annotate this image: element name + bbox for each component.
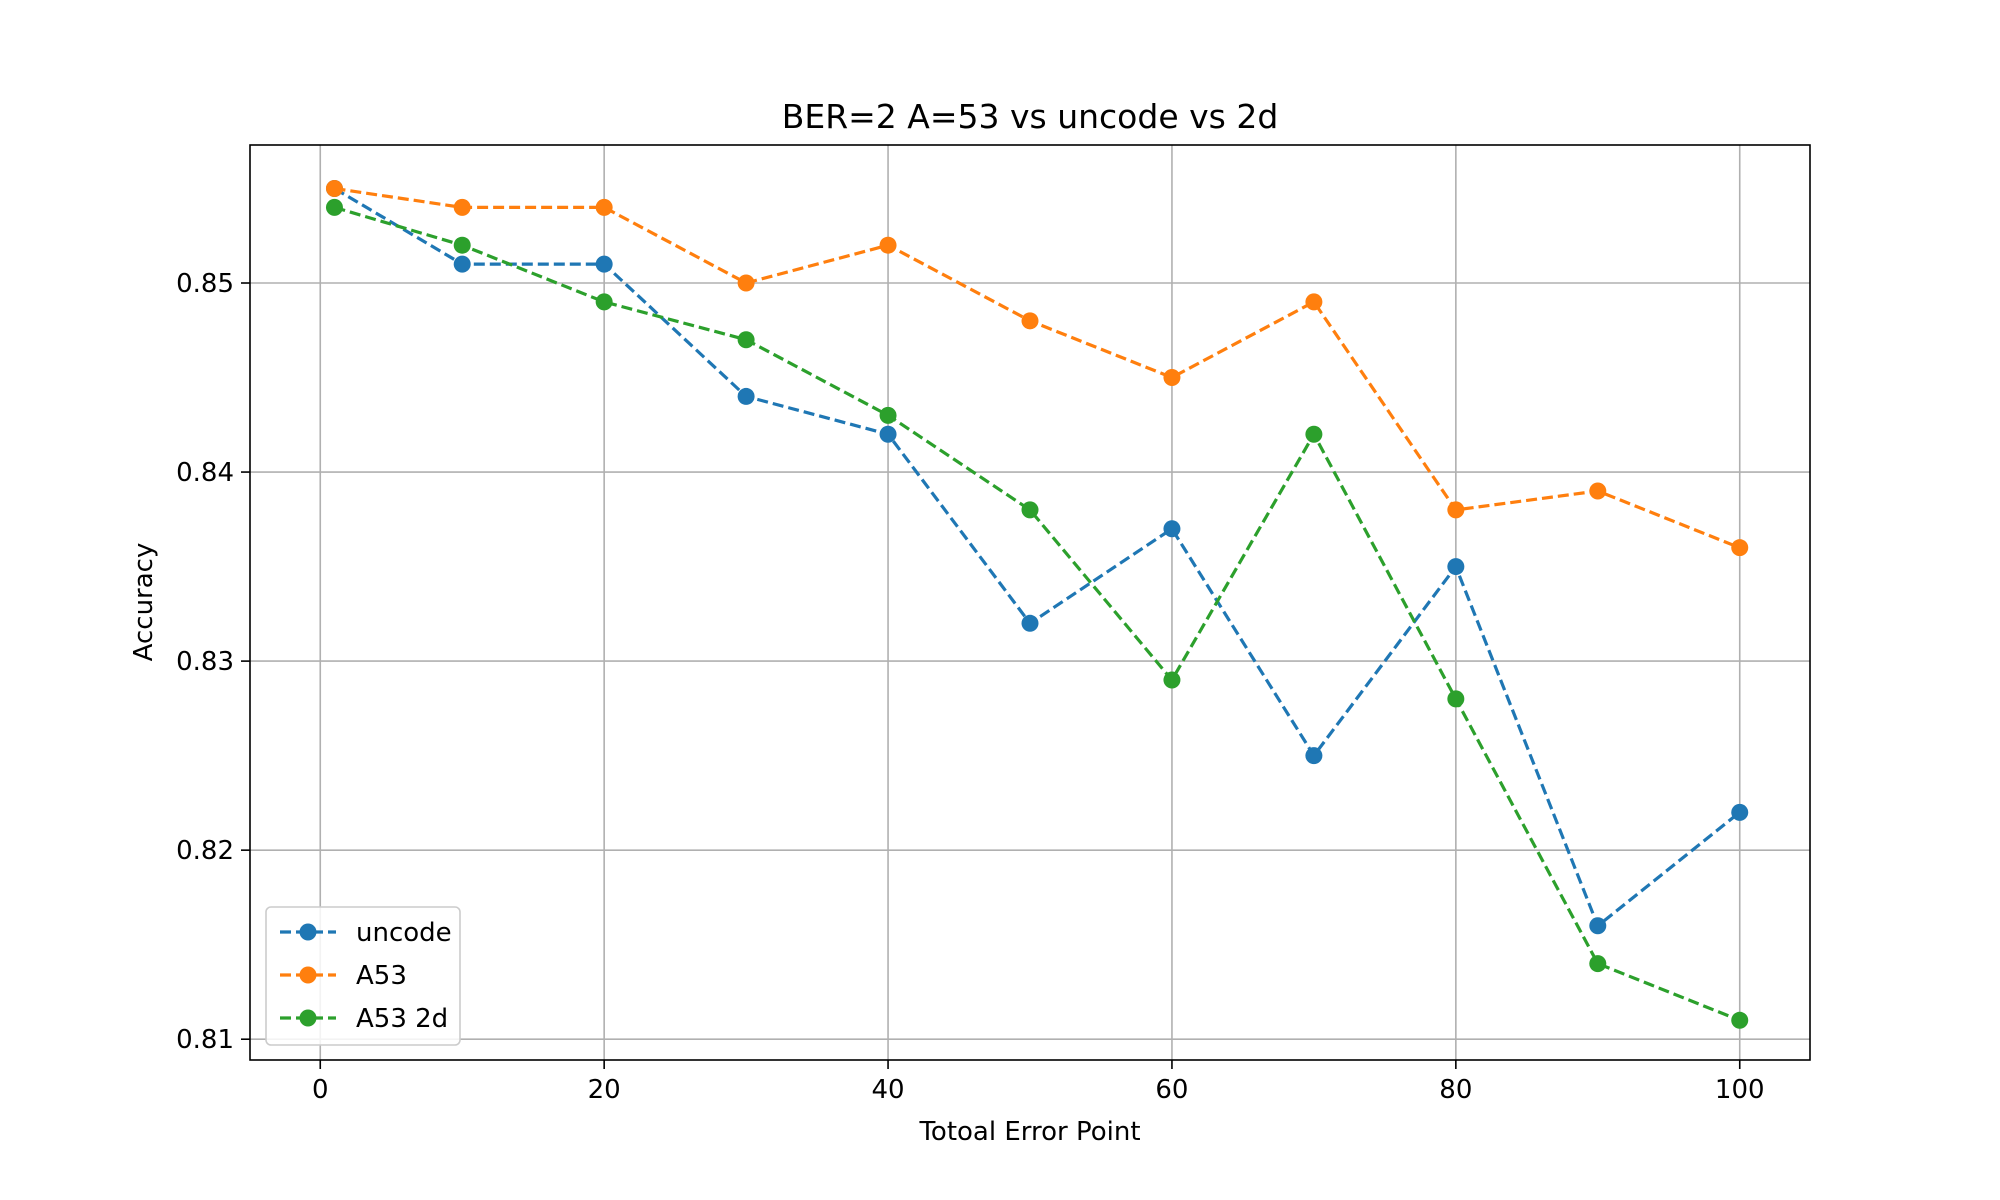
y-axis-label: Accuracy — [129, 543, 159, 662]
x-tick-label: 100 — [1715, 1075, 1765, 1105]
data-point — [879, 236, 897, 254]
legend-label: uncode — [356, 918, 452, 948]
data-point — [737, 274, 755, 292]
data-point — [325, 198, 343, 216]
data-point — [1021, 614, 1039, 632]
data-point — [879, 406, 897, 424]
legend-label: A53 — [356, 961, 407, 991]
plot-frame — [249, 144, 1811, 1061]
data-point — [453, 255, 471, 273]
y-tick-label: 0.84 — [176, 458, 234, 488]
legend-box — [265, 906, 461, 1046]
data-point — [595, 255, 613, 273]
data-point — [1589, 955, 1607, 973]
x-tick-label: 40 — [872, 1075, 905, 1105]
legend-item: A53 — [280, 961, 407, 991]
data-point — [595, 293, 613, 311]
x-tick-label: 80 — [1439, 1075, 1472, 1105]
data-point — [1305, 747, 1323, 765]
x-tick-label: 60 — [1155, 1075, 1188, 1105]
legend-marker — [299, 966, 317, 984]
data-point — [1447, 558, 1465, 576]
chart-title: BER=2 A=53 vs uncode vs 2d — [782, 97, 1279, 136]
data-point — [1589, 917, 1607, 935]
data-point — [453, 198, 471, 216]
axes: 0 20 40 60 80 100 0.81 0.82 0.83 0.84 0.85 — [176, 269, 1764, 1105]
data-point — [453, 236, 471, 254]
y-tick-label: 0.82 — [176, 836, 234, 866]
y-tick-label: 0.81 — [176, 1025, 234, 1055]
x-tick-label: 0 — [312, 1075, 329, 1105]
data-point — [1447, 690, 1465, 708]
data-point — [1163, 520, 1181, 538]
data-point — [1305, 425, 1323, 443]
data-point — [595, 198, 613, 216]
data-point — [1163, 671, 1181, 689]
data-point — [1731, 803, 1749, 821]
legend-label: A53 2d — [356, 1004, 448, 1034]
data-point — [1447, 501, 1465, 519]
y-tick-label: 0.85 — [176, 269, 234, 299]
x-tick-label: 20 — [588, 1075, 621, 1105]
data-point — [1021, 312, 1039, 330]
legend-marker — [299, 1009, 317, 1027]
series-uncode — [325, 179, 1749, 935]
legend-marker — [299, 923, 317, 941]
grid — [250, 145, 1810, 1060]
legend-item: uncode — [280, 918, 452, 948]
data-point — [1731, 1011, 1749, 1029]
series-layer — [325, 179, 1749, 1029]
x-axis-label: Totoal Error Point — [918, 1117, 1140, 1147]
series-line — [334, 205, 1741, 1022]
legend-item: A53 2d — [280, 1004, 448, 1034]
data-point — [737, 331, 755, 349]
data-point — [879, 425, 897, 443]
data-point — [1021, 501, 1039, 519]
legend: uncode A53 A53 2d — [265, 906, 461, 1046]
data-point — [1731, 539, 1749, 557]
data-point — [1305, 293, 1323, 311]
series-a53-2d — [325, 198, 1749, 1029]
data-point — [737, 387, 755, 405]
data-point — [1163, 369, 1181, 387]
data-point — [325, 179, 343, 197]
data-point — [1589, 482, 1607, 500]
y-tick-label: 0.83 — [176, 647, 234, 677]
series-a53 — [325, 179, 1749, 557]
